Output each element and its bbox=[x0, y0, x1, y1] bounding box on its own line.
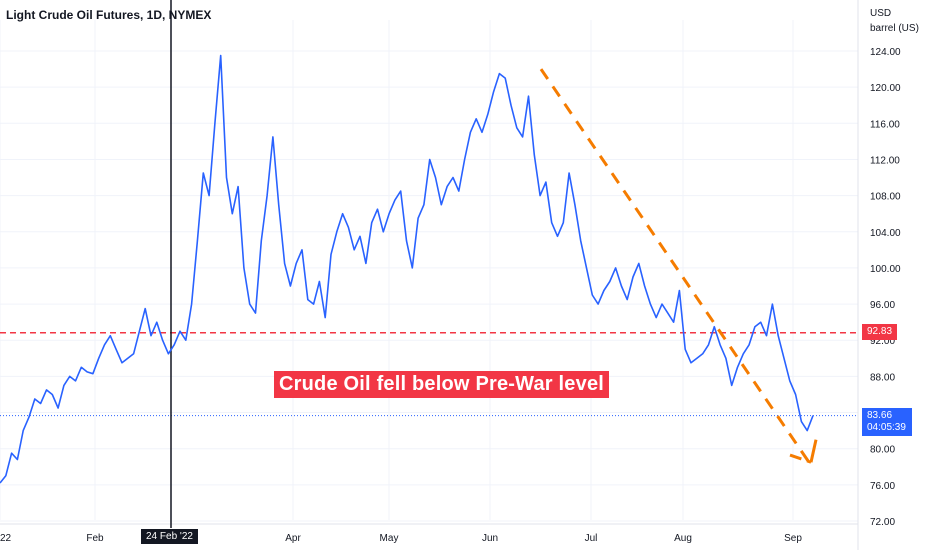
y-tick-label: 92.00 bbox=[870, 336, 895, 347]
x-tick-label: Jun bbox=[482, 533, 498, 544]
grid-lines bbox=[0, 0, 859, 550]
last-price-badge: 83.66 04:05:39 bbox=[862, 408, 912, 436]
x-axis: 22 Feb Apr May Jun Jul Aug Sep bbox=[0, 533, 802, 544]
y-tick-label: 112.00 bbox=[870, 155, 900, 166]
downtrend-line bbox=[539, 68, 811, 464]
y-tick-label: 104.00 bbox=[870, 228, 901, 239]
annotation-label: Crude Oil fell below Pre-War level bbox=[274, 371, 610, 398]
y-tick-label: 76.00 bbox=[870, 481, 895, 492]
unit-label: USD barrel (US) bbox=[870, 6, 919, 36]
price-series-line bbox=[0, 54, 814, 484]
y-tick-label: 88.00 bbox=[870, 372, 895, 383]
y-axis: 72.0076.0080.0084.0088.0092.0096.00100.0… bbox=[870, 47, 901, 528]
x-tick-label: May bbox=[380, 533, 399, 544]
y-tick-label: 80.00 bbox=[870, 445, 895, 456]
last-price-value: 83.66 bbox=[867, 410, 893, 421]
countdown-value: 04:05:39 bbox=[867, 422, 906, 433]
y-tick-label: 100.00 bbox=[870, 264, 901, 275]
y-tick-label: 116.00 bbox=[870, 119, 900, 130]
prewar-price-badge: 92.83 bbox=[862, 324, 898, 340]
trend-hook-bottom bbox=[789, 453, 812, 464]
x-tick-label: Aug bbox=[674, 533, 692, 544]
x-tick-label: Feb bbox=[86, 533, 104, 544]
y-tick-label: 120.00 bbox=[870, 83, 901, 94]
unit-currency: USD bbox=[870, 8, 892, 19]
x-tick-label: Sep bbox=[784, 533, 802, 544]
chart-title: Light Crude Oil Futures, 1D, NYMEX bbox=[6, 8, 212, 22]
unit-measure: barrel (US) bbox=[870, 23, 919, 34]
y-tick-label: 96.00 bbox=[870, 300, 895, 311]
x-tick-label: Apr bbox=[285, 533, 301, 544]
trend-hook-up bbox=[809, 439, 818, 463]
y-tick-label: 124.00 bbox=[870, 47, 901, 58]
y-tick-label: 72.00 bbox=[870, 517, 895, 528]
x-tick-label: Jul bbox=[585, 533, 598, 544]
y-tick-label: 108.00 bbox=[870, 192, 901, 203]
vertical-date-badge: 24 Feb '22 bbox=[141, 529, 198, 544]
x-tick-label: 22 bbox=[0, 533, 12, 544]
